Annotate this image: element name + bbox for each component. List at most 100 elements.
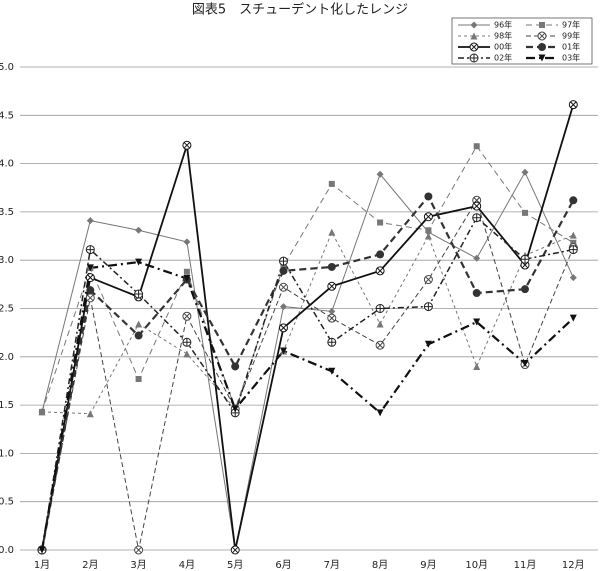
marker [327, 313, 337, 323]
marker-shape [473, 318, 481, 326]
x-tick-label: 10月 [465, 559, 488, 571]
marker-shape [376, 342, 384, 349]
marker [280, 303, 287, 311]
marker-shape [86, 410, 94, 418]
marker-shape [376, 409, 384, 417]
marker-shape [539, 22, 545, 28]
marker-shape [183, 313, 191, 320]
legend-label: 99年 [562, 31, 580, 41]
marker [377, 219, 384, 226]
marker [423, 302, 433, 312]
marker [86, 286, 95, 295]
marker [231, 362, 240, 371]
x-tick-label: 9月 [420, 559, 436, 571]
marker-shape [280, 347, 287, 355]
y-tick-label: 1.0 [0, 448, 14, 459]
marker [135, 376, 142, 383]
x-tick-label: 4月 [179, 559, 195, 571]
y-tick-label: 0.5 [0, 497, 14, 508]
marker-shape [328, 307, 336, 315]
marker-shape [376, 320, 384, 328]
marker-shape [183, 268, 190, 275]
marker [183, 350, 191, 358]
marker [469, 42, 479, 52]
marker [328, 367, 336, 375]
marker [182, 337, 192, 347]
y-tick-label: 4.0 [0, 159, 14, 170]
marker [182, 311, 192, 321]
marker-shape [424, 302, 433, 311]
marker-shape [424, 340, 432, 348]
legend-label: 03年 [562, 53, 580, 63]
marker-shape [86, 286, 95, 295]
marker-shape [135, 376, 142, 383]
legend-label: 02年 [494, 53, 512, 63]
marker [538, 43, 546, 51]
marker-shape [473, 362, 481, 370]
marker-shape [473, 143, 480, 150]
marker-shape [279, 266, 288, 275]
marker [85, 293, 95, 303]
marker [279, 323, 288, 333]
marker [375, 304, 385, 313]
marker [327, 262, 336, 271]
marker-shape [86, 264, 94, 272]
marker-shape [470, 54, 478, 62]
marker [470, 21, 478, 29]
series-line [41, 216, 574, 551]
marker-shape [521, 285, 529, 294]
marker-shape [280, 262, 287, 269]
y-tick-label: 4.5 [0, 110, 14, 121]
marker [135, 258, 143, 266]
marker [328, 228, 336, 236]
marker [135, 320, 143, 328]
marker [423, 212, 433, 222]
marker [473, 362, 481, 370]
marker-shape [425, 276, 432, 283]
marker [539, 22, 545, 28]
marker-shape [470, 21, 478, 29]
marker [85, 245, 95, 255]
marker [280, 262, 287, 269]
marker-shape [183, 142, 191, 149]
marker [472, 213, 482, 223]
legend: 96年 97年 98年 99年 00年 01年 02年 03年 [451, 17, 593, 65]
marker [569, 274, 577, 282]
chart-title: 図表5 スチューデント化したレンジ [192, 2, 408, 18]
marker-shape [87, 294, 94, 302]
marker [279, 256, 288, 266]
marker-shape [538, 43, 546, 51]
marker [279, 282, 288, 292]
marker [424, 340, 432, 348]
marker-shape [376, 170, 384, 178]
marker [182, 140, 192, 150]
marker-shape [327, 262, 336, 271]
marker [376, 250, 385, 259]
x-tick-label: 11月 [514, 559, 537, 571]
marker [327, 281, 337, 291]
marker-shape [570, 239, 577, 246]
marker [85, 273, 95, 283]
series-line [40, 261, 575, 551]
legend-label: 01年 [562, 42, 580, 52]
marker-shape [280, 303, 287, 311]
marker-shape [327, 338, 336, 347]
series-line [40, 194, 575, 551]
marker-shape [473, 254, 481, 262]
marker-shape [135, 258, 143, 266]
marker-shape [328, 180, 335, 187]
marker-shape [134, 290, 143, 299]
series-line [41, 171, 574, 551]
marker-shape [538, 32, 546, 40]
marker-shape [521, 168, 529, 176]
marker-shape [135, 320, 143, 328]
marker-shape [134, 331, 143, 340]
marker [425, 227, 432, 234]
marker [473, 318, 481, 326]
marker [134, 289, 144, 299]
legend-label: 00年 [494, 42, 512, 52]
x-tick-label: 7月 [324, 559, 340, 571]
marker-shape [182, 338, 191, 347]
series-line [41, 145, 574, 413]
marker [569, 196, 578, 205]
